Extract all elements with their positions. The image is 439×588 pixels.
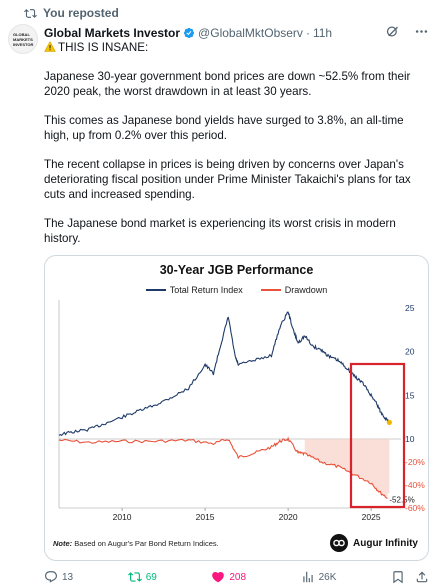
repost-icon [127,572,142,582]
repost-icon [24,8,37,18]
y-tick-label-drawdown: -40% [405,480,425,490]
legend-item-index: Total Return Index [145,285,243,295]
x-tick-label: 2010 [113,512,132,522]
chart-legend: Total Return Index Drawdown [45,285,428,295]
chart-note-text: Based on Augur's Par Bond Return Indices… [74,539,219,548]
augur-logo-icon [330,534,348,552]
y-tick-label-index: 15 [405,390,415,400]
more-icon[interactable] [414,24,429,39]
legend-swatch-drawdown [260,289,281,291]
views-icon [302,571,313,583]
share-icon[interactable] [415,570,429,584]
heart-icon [212,572,225,583]
total-return-line [58,311,390,436]
y-tick-label-index: 20 [405,347,415,357]
annotation-bg [387,493,418,505]
avatar-text: GLOBAL MARKETS INVESTOR [13,31,34,47]
y-tick-label-index: 10 [405,434,415,444]
reply-icon [45,571,57,583]
legend-item-drawdown: Drawdown [260,285,328,295]
x-tick-label: 2015 [196,512,215,522]
y-tick-label-drawdown: -60% [405,503,425,513]
x-tick-label: 2020 [279,512,298,522]
repost-button[interactable]: 69 [127,570,157,584]
tweet-text: THIS IS INSANE: Japanese 30-year governm… [44,40,429,260]
brand-name: Augur Infinity [353,537,418,549]
post-time[interactable]: 11h [312,26,333,40]
separator-dot: · [305,26,310,40]
tweet-headline-line: THIS IS INSANE: [44,40,429,55]
legend-label-index: Total Return Index [169,285,243,295]
like-count: 208 [229,571,247,583]
y-tick-label-index: 25 [405,303,415,313]
reply-count: 13 [62,571,74,583]
repost-indicator: You reposted [24,6,119,20]
tweet-header: Global Markets Investor @GlobalMktObserv… [44,25,429,41]
repost-label: You reposted [43,6,119,20]
views-count: 26K [318,571,337,583]
chart-note-prefix: Note: [53,539,73,548]
avatar[interactable]: GLOBAL MARKETS INVESTOR [8,24,38,54]
legend-label-drawdown: Drawdown [284,285,328,295]
drawdown-area [304,439,390,500]
repost-count: 69 [145,571,157,583]
verified-badge-icon [183,27,195,39]
action-bar: 13 69 208 26K [44,570,429,584]
bookmark-icon[interactable] [391,570,405,584]
tweet-headline: THIS IS INSANE: [58,41,149,54]
chart-note: Note: Based on Augur's Par Bond Return I… [53,539,219,548]
header-actions [385,24,429,39]
legend-swatch-index [145,289,166,291]
grok-icon[interactable] [385,24,400,39]
author-name[interactable]: Global Markets Investor [44,26,181,40]
tweet-paragraph: Japanese 30-year government bond prices … [44,70,411,98]
drawdown-annotation: -52.5% [389,495,414,504]
index-end-marker [386,419,392,426]
warning-icon [44,41,56,52]
tweet-paragraph: This comes as Japanese bond yields have … [44,114,404,142]
chart-title: 30-Year JGB Performance [159,263,314,277]
y-tick-label-drawdown: -20% [405,457,425,467]
author-handle[interactable]: @GlobalMktObserv [198,26,303,40]
tweet-paragraph: The recent collapse in prices is being d… [44,158,411,201]
like-button[interactable]: 208 [211,570,246,584]
chart-image-card[interactable]: 30-Year JGB Performance Total Return Ind… [44,255,429,561]
views-button[interactable]: 26K [301,570,337,584]
highlight-box [349,362,406,509]
action-bar-right [391,570,429,584]
tweet-paragraph: The Japanese bond market is experiencing… [44,217,396,245]
x-tick-label: 2025 [362,512,381,522]
reply-button[interactable]: 13 [44,570,73,584]
chart-plot: 2010 2015 2020 202525201510-20%-40%-60%-52.… [58,300,425,522]
brand: Augur Infinity [330,534,418,552]
